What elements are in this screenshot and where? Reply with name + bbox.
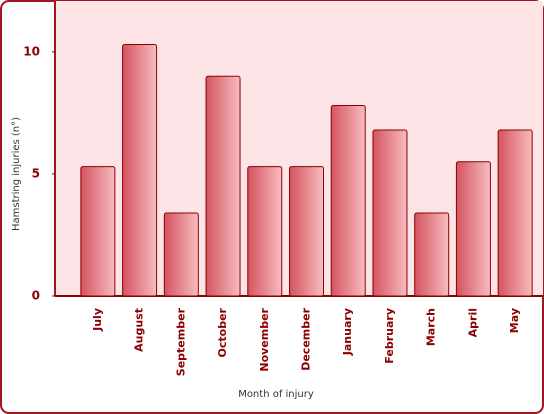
- x-tick-label: July: [91, 308, 104, 332]
- x-tick-label: October: [216, 307, 229, 357]
- bar: [455, 161, 491, 297]
- x-tick-label: January: [341, 308, 354, 356]
- bar: [122, 44, 158, 297]
- y-tick-label: 0: [32, 289, 40, 303]
- bar: [497, 129, 533, 297]
- y-tick-label: 10: [23, 44, 40, 58]
- y-axis-title: Hamstring injuries (n°): [11, 117, 22, 231]
- bar: [205, 75, 241, 297]
- x-tick-label: February: [383, 308, 396, 364]
- bar: [372, 129, 408, 297]
- x-tick-label: November: [258, 307, 271, 371]
- x-tick-label: March: [425, 308, 438, 346]
- bar: [80, 166, 116, 297]
- x-tick-label: April: [466, 308, 479, 337]
- bar: [163, 212, 199, 297]
- bar: [289, 166, 324, 297]
- x-tick-label: December: [300, 307, 313, 370]
- bar: [330, 105, 366, 297]
- x-tick-label: August: [133, 308, 146, 352]
- x-tick-label: September: [174, 307, 187, 376]
- bar: [414, 212, 450, 297]
- x-axis-title: Month of injury: [238, 389, 314, 400]
- y-tick-label: 5: [32, 166, 40, 180]
- x-tick-label: May: [508, 308, 521, 333]
- bar: [247, 166, 283, 297]
